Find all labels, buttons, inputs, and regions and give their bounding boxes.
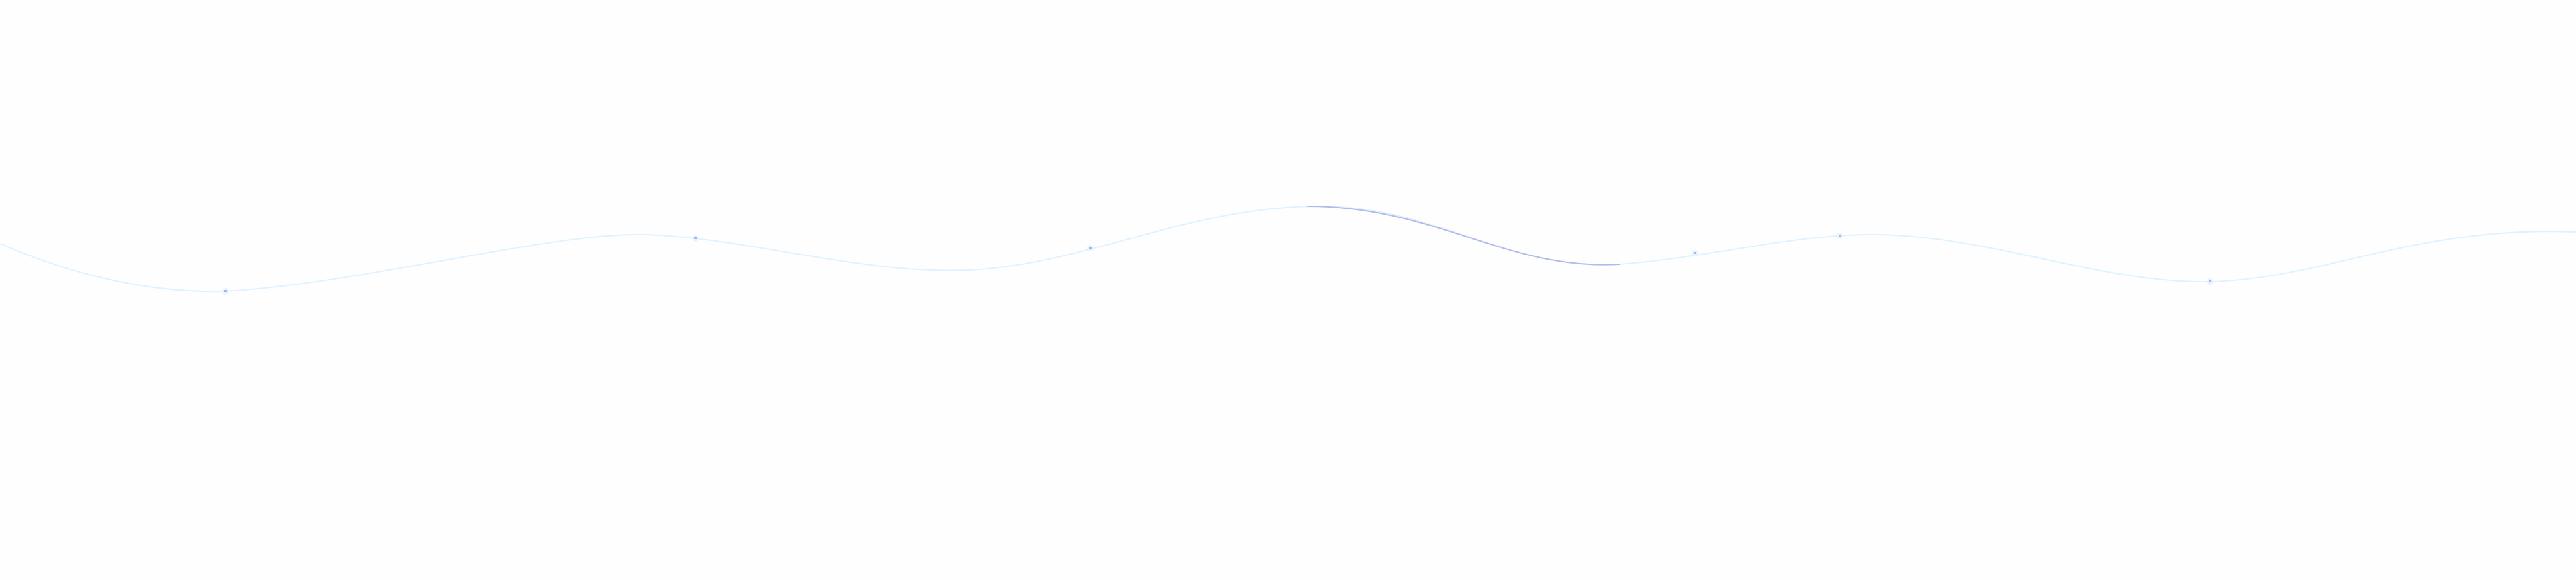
sparkle-dot xyxy=(1694,252,1696,254)
wave-highlight xyxy=(1307,206,1620,266)
sparkle-dot xyxy=(694,237,697,239)
sparkle-dot xyxy=(224,290,227,292)
sparkle-dot xyxy=(1089,247,1092,249)
sparkle-dot xyxy=(1839,235,1841,237)
sparkle-dot xyxy=(2209,280,2211,282)
wave-line xyxy=(0,205,2576,293)
